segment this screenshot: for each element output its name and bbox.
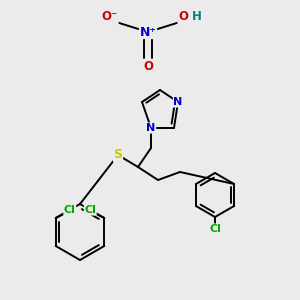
Text: H: H	[192, 11, 202, 23]
Text: Cl: Cl	[209, 224, 221, 234]
Text: S: S	[113, 148, 122, 161]
Text: N: N	[173, 97, 183, 107]
Text: O: O	[178, 11, 188, 23]
Text: Cl: Cl	[84, 205, 96, 215]
Text: N: N	[146, 123, 156, 133]
Text: O⁻: O⁻	[102, 11, 118, 23]
Text: Cl: Cl	[64, 205, 76, 215]
Text: N⁺: N⁺	[140, 26, 157, 38]
Text: O: O	[143, 59, 153, 73]
